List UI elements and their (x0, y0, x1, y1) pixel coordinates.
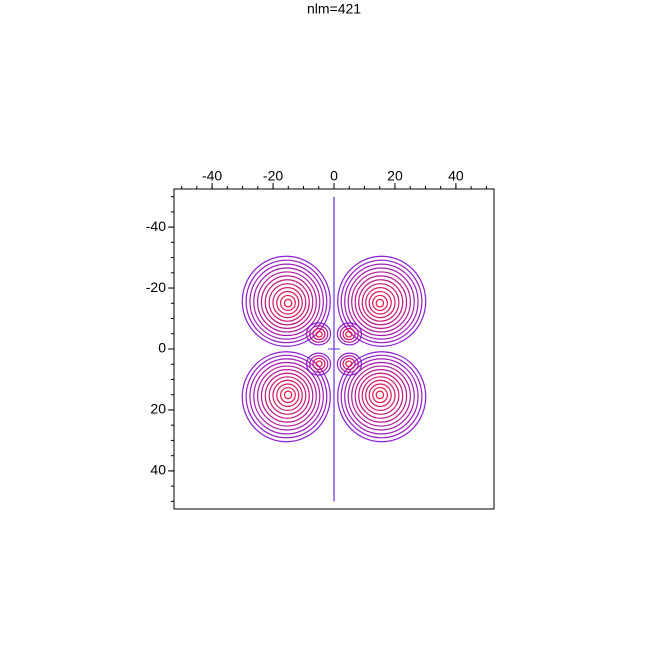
chart-title: nlm=421 (307, 1, 361, 17)
contour-line (309, 325, 329, 343)
contour-line (260, 275, 314, 329)
contour-line (344, 358, 419, 435)
contours (241, 196, 427, 502)
contour-line (351, 271, 411, 333)
contour-line (257, 271, 317, 333)
contour-line (340, 354, 423, 439)
y-tick-label: -40 (146, 218, 166, 234)
y-tick-label: 0 (158, 340, 166, 356)
contour-line (241, 255, 331, 347)
contour-line (342, 357, 356, 370)
contour-line (336, 352, 363, 376)
contour-line (347, 267, 415, 337)
x-tick-label: -20 (263, 168, 283, 184)
contour-line (272, 379, 303, 411)
contour-line (264, 372, 310, 419)
contour-line (375, 390, 385, 400)
contour-line (365, 287, 396, 319)
contour-line (245, 354, 328, 439)
contour-line (249, 263, 324, 340)
contour-line (351, 365, 411, 427)
contour-line (283, 390, 293, 400)
contour-line (276, 290, 300, 315)
contour-line (361, 283, 400, 322)
x-tick-label: 40 (448, 168, 464, 184)
contour-line (336, 322, 363, 346)
contour-line (344, 263, 419, 340)
contour-line (354, 369, 408, 423)
x-tick-label: 0 (330, 168, 338, 184)
contour-line (283, 298, 293, 308)
y-tick-label: -20 (146, 279, 166, 295)
contour-line (264, 279, 310, 326)
contour-line (345, 360, 353, 368)
contour-line (253, 361, 321, 431)
contour-line (347, 361, 415, 431)
contour-line (337, 351, 427, 443)
contour-line (280, 386, 296, 404)
contour-line (340, 259, 423, 344)
contour-line (276, 383, 300, 408)
y-tick-label: 20 (150, 401, 166, 417)
contour-line (312, 357, 326, 370)
contour-line (305, 322, 332, 346)
contour-line (312, 328, 326, 341)
contour-line (315, 330, 323, 338)
contour-line (354, 275, 408, 329)
contour-line (375, 298, 385, 308)
contour-line (358, 372, 404, 419)
contour-line (361, 376, 400, 415)
contour-line (315, 360, 323, 368)
contour-line (309, 355, 329, 373)
contour-line (253, 267, 321, 337)
contour-line (339, 355, 359, 373)
contour-line (280, 294, 296, 312)
contour-line (260, 369, 314, 423)
contour-line (345, 330, 353, 338)
contour-line (358, 279, 404, 326)
contour-line (245, 259, 328, 344)
contour-line (372, 386, 388, 404)
y-tick-label: 40 (150, 462, 166, 478)
x-tick-label: 20 (387, 168, 403, 184)
contour-line (372, 294, 388, 312)
contour-line (337, 255, 427, 347)
contour-line (368, 383, 392, 408)
contour-line (249, 358, 324, 435)
contour-line (305, 352, 332, 376)
contour-line (268, 376, 307, 415)
contour-line (368, 290, 392, 315)
contour-line (272, 287, 303, 319)
contour-line (257, 365, 317, 427)
contour-line (241, 351, 331, 443)
contour-line (342, 328, 356, 341)
contour-line (268, 283, 307, 322)
x-tick-label: -40 (202, 168, 222, 184)
contour-line (339, 325, 359, 343)
contour-line (365, 379, 396, 411)
